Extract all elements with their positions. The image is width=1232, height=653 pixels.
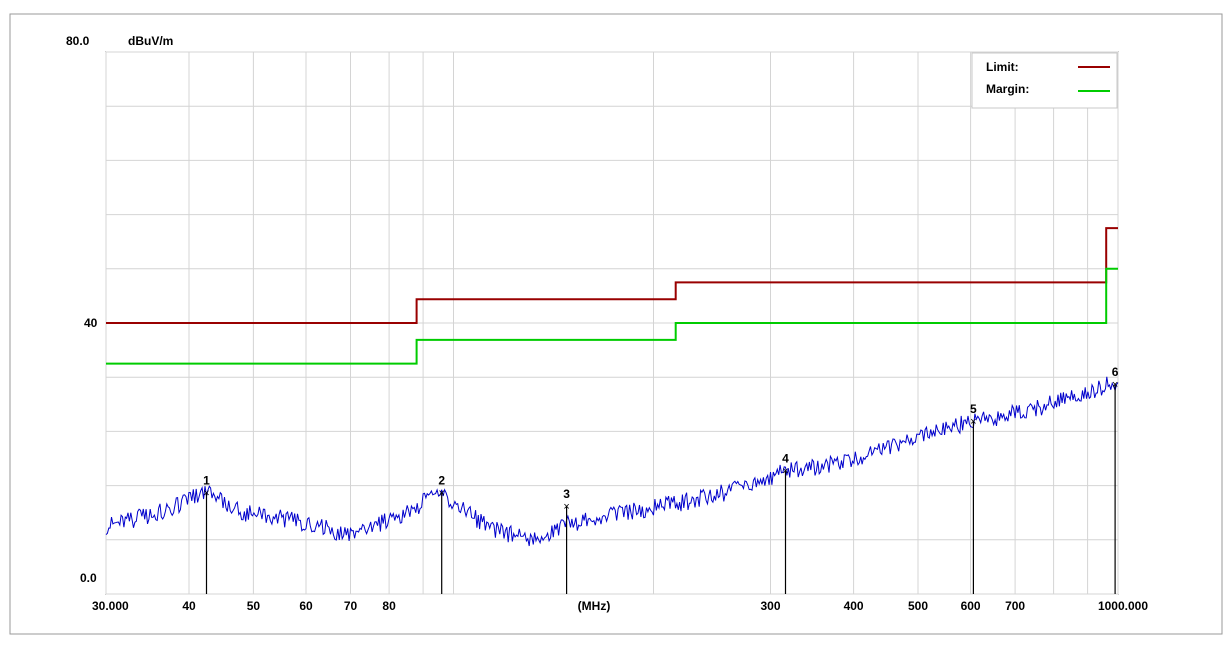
series-line-measurement <box>105 376 1119 547</box>
x-tick-label: 600 <box>961 599 981 613</box>
x-tick-label: 500 <box>908 599 928 613</box>
x-tick-label: 70 <box>344 599 358 613</box>
legend: Limit: Margin: <box>971 52 1118 109</box>
series-line-margin <box>106 267 1118 365</box>
marker-cross: × <box>563 501 569 513</box>
markers-layer: ×1×2×3×4×5×6 <box>203 365 1119 594</box>
y-unit-label: dBuV/m <box>128 34 173 48</box>
marker-label: 1 <box>203 473 210 487</box>
marker-cross: × <box>1112 379 1118 391</box>
marker-label: 4 <box>782 452 789 466</box>
legend-label-limit: Limit: <box>986 60 1019 74</box>
x-tick-label: 80 <box>382 599 396 613</box>
y-top-label: 80.0 <box>66 34 90 48</box>
marker-label: 3 <box>563 487 570 501</box>
legend-label-margin: Margin: <box>986 82 1029 96</box>
marker-cross: × <box>782 466 788 478</box>
marker-label: 2 <box>438 473 445 487</box>
x-tick-labels: 30.000 40 50 60 70 80 300 400 500 600 700 1000.000 <box>92 599 1148 613</box>
x-tick-label: 400 <box>844 599 864 613</box>
x-tick-label: 40 <box>182 599 196 613</box>
x-tick-label: 700 <box>1005 599 1025 613</box>
x-tick-label: 1000.000 <box>1098 599 1148 613</box>
x-tick-label: 60 <box>299 599 313 613</box>
x-tick-label: 50 <box>247 599 261 613</box>
marker-label: 6 <box>1112 365 1119 379</box>
x-unit-label: (MHz) <box>578 599 611 613</box>
marker-cross: × <box>438 487 444 499</box>
marker-cross: × <box>203 487 209 499</box>
x-tick-label: 30.000 <box>92 599 129 613</box>
y-bottom-label: 0.0 <box>80 571 97 585</box>
series-line-limit <box>106 227 1118 324</box>
marker-label: 5 <box>970 402 977 416</box>
x-tick-label: 300 <box>760 599 780 613</box>
y-mid-label: 40 <box>84 316 98 330</box>
marker-cross: × <box>970 416 976 428</box>
series-layer <box>105 227 1119 547</box>
legend-box <box>971 52 1118 109</box>
